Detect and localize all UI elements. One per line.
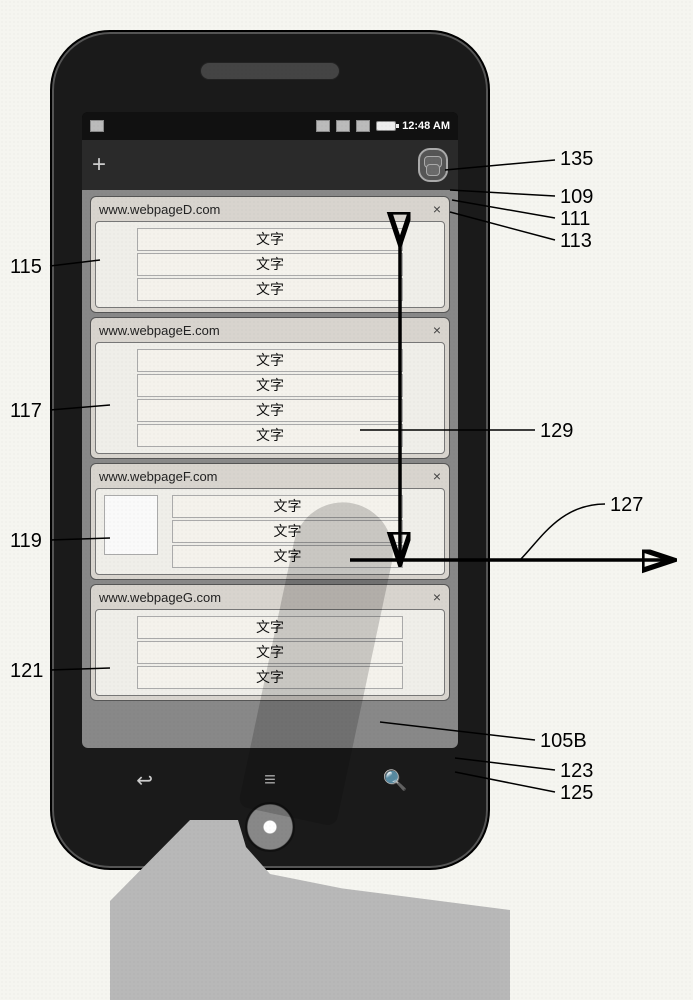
figure-canvas: 12:48 AM + www.webpageD.com × 文字 文字 文字 (0, 0, 693, 1000)
tab-preview: 文字 文字 文字 (95, 488, 445, 575)
signal-icon (316, 120, 330, 132)
preview-line: 文字 (137, 278, 403, 301)
ref-129: 129 (540, 420, 573, 443)
preview-thumb (104, 495, 158, 555)
close-icon[interactable]: × (431, 201, 443, 217)
envelope-icon (90, 120, 104, 132)
clock: 12:48 AM (402, 120, 450, 132)
earpiece (200, 62, 340, 80)
status-bar: 12:48 AM (82, 112, 458, 140)
tab-url: www.webpageF.com (99, 469, 218, 484)
browser-toolbar: + (82, 140, 458, 190)
preview-line: 文字 (137, 253, 403, 276)
preview-line: 文字 (137, 399, 403, 422)
ref-117: 117 (10, 400, 42, 423)
ref-119: 119 (10, 530, 42, 553)
tab-preview: 文字 文字 文字 文字 (95, 342, 445, 454)
ref-125: 125 (560, 782, 593, 805)
ref-127: 127 (610, 494, 643, 517)
add-tab-icon[interactable]: + (92, 153, 106, 177)
ref-111: 111 (560, 208, 590, 231)
search-button-icon[interactable]: 🔍 (382, 767, 408, 793)
back-button-icon[interactable]: ↩ (132, 767, 158, 793)
ref-121: 121 (10, 660, 43, 683)
ref-123: 123 (560, 760, 593, 783)
tab-preview: 文字 文字 文字 (95, 221, 445, 308)
tabs-switcher-icon[interactable] (418, 148, 448, 182)
tab-card-d[interactable]: www.webpageD.com × 文字 文字 文字 (90, 196, 450, 313)
ref-113: 113 (560, 230, 592, 253)
battery-icon (376, 121, 396, 131)
cell-icon (356, 120, 370, 132)
close-icon[interactable]: × (431, 589, 443, 605)
wifi-icon (336, 120, 350, 132)
tab-url: www.webpageD.com (99, 202, 220, 217)
status-left (90, 120, 104, 132)
preview-line: 文字 (137, 424, 403, 447)
tab-card-e[interactable]: www.webpageE.com × 文字 文字 文字 文字 (90, 317, 450, 459)
status-right: 12:48 AM (316, 120, 450, 132)
preview-line: 文字 (137, 374, 403, 397)
ref-109: 109 (560, 186, 593, 209)
preview-line: 文字 (137, 349, 403, 372)
ref-115: 115 (10, 256, 42, 279)
ref-105b: 105B (540, 730, 587, 753)
tab-url: www.webpageE.com (99, 323, 220, 338)
tab-url: www.webpageG.com (99, 590, 221, 605)
tab-card-f[interactable]: www.webpageF.com × 文字 文字 文字 (90, 463, 450, 580)
close-icon[interactable]: × (431, 468, 443, 484)
close-icon[interactable]: × (431, 322, 443, 338)
preview-line: 文字 (137, 228, 403, 251)
ref-135: 135 (560, 148, 593, 171)
